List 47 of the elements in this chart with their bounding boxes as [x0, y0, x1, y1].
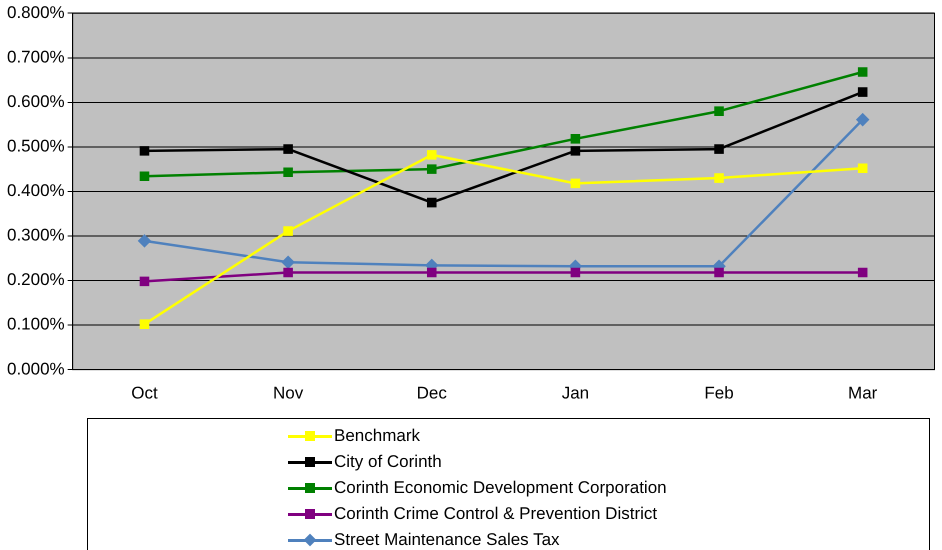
point: [426, 150, 437, 160]
x-tick-label: Nov: [273, 383, 304, 402]
point: [140, 276, 150, 286]
legend-label: Corinth Crime Control & Prevention District: [334, 504, 658, 524]
x-tick-label: Oct: [131, 383, 158, 402]
point: [858, 268, 868, 278]
legend-label: Benchmark: [334, 426, 420, 446]
point: [140, 171, 150, 182]
y-tick-label: 0.300%: [6, 226, 65, 245]
point: [283, 268, 293, 278]
x-tick-label: Feb: [704, 383, 734, 402]
point: [138, 234, 151, 248]
point: [426, 268, 437, 278]
point: [283, 167, 293, 178]
point: [858, 87, 868, 97]
y-tick-label: 0.400%: [6, 181, 65, 200]
x-tick-label: Mar: [848, 383, 878, 402]
legend-label: Corinth Economic Development Corporation: [334, 478, 667, 498]
point: [714, 106, 724, 116]
point: [856, 113, 869, 126]
point: [714, 268, 724, 278]
point: [283, 226, 293, 236]
point: [426, 198, 437, 208]
point: [714, 173, 724, 183]
point: [858, 163, 868, 174]
legend-label: Street Maintenance Sales Tax: [334, 530, 560, 550]
point: [282, 256, 294, 268]
y-tick-label: 0.100%: [6, 314, 65, 334]
point: [714, 144, 724, 154]
point: [283, 144, 293, 154]
y-tick-label: 0.000%: [6, 359, 65, 378]
legend-label: City of Corinth: [334, 452, 442, 472]
point: [140, 146, 150, 156]
y-tick-label: 0.800%: [6, 2, 65, 22]
point: [570, 146, 580, 156]
point: [426, 164, 437, 174]
point: [570, 268, 580, 278]
y-tick-label: 0.700%: [6, 47, 65, 66]
y-tick-label: 0.600%: [6, 92, 65, 111]
x-tick-label: Jan: [562, 383, 590, 402]
y-tick-label: 0.200%: [6, 270, 65, 290]
point: [858, 67, 868, 77]
point: [570, 178, 580, 188]
x-tick-label: Dec: [416, 383, 448, 402]
point: [140, 319, 150, 329]
y-tick-label: 0.500%: [6, 136, 65, 156]
point: [570, 134, 580, 144]
